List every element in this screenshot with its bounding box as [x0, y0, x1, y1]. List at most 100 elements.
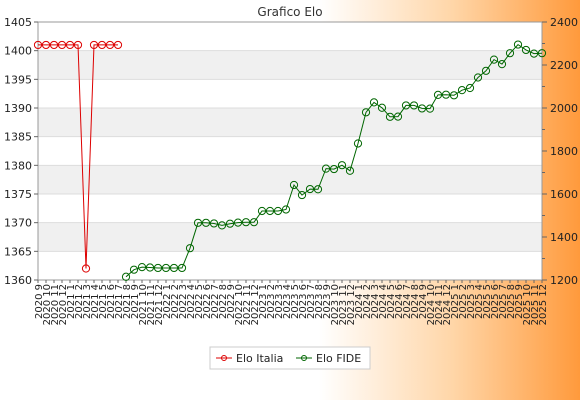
x-axis-tick-label: 2020 11 — [50, 284, 61, 325]
x-axis-tick-label: 2024 6 — [394, 284, 405, 319]
grid-band — [38, 22, 542, 51]
right-axis-tick-label: 1600 — [550, 188, 578, 201]
x-axis-tick-label: 2021 2 — [74, 284, 85, 319]
data-point-elo-fide — [497, 60, 507, 69]
data-point-elo-fide — [185, 244, 195, 253]
x-axis-tick-label: 2021 10 — [138, 284, 149, 325]
x-axis-tick-label: 2023 8 — [314, 284, 325, 319]
x-axis-tick-label: 2025 7 — [498, 284, 509, 319]
x-axis-tick-label: 2021 12 — [154, 284, 165, 325]
data-point-elo-fide — [193, 218, 203, 227]
x-axis-tick-label: 2024 2 — [362, 284, 373, 319]
x-axis-tick-label: 2021 3 — [82, 284, 93, 319]
data-point-elo-fide — [137, 263, 147, 272]
data-point-elo-fide — [129, 265, 139, 274]
x-axis-tick-label: 2025 2 — [458, 284, 469, 319]
legend-swatch-marker-elo-italia — [221, 355, 227, 361]
data-point-elo-italia — [33, 40, 43, 50]
x-axis-tick-label: 2022 12 — [250, 284, 261, 325]
legend-label-elo-italia: Elo Italia — [236, 352, 283, 365]
data-point-elo-italia — [97, 40, 107, 50]
x-axis-tick-label: 2025 6 — [490, 284, 501, 319]
left-axis-tick-label: 1380 — [4, 159, 32, 172]
data-point-elo-italia — [89, 40, 99, 50]
x-axis-tick-label: 2021 11 — [146, 284, 157, 325]
x-axis-tick-label: 2022 5 — [194, 284, 205, 319]
data-point-elo-italia — [41, 40, 51, 50]
chart-title: Grafico Elo — [257, 5, 322, 19]
data-point-elo-fide — [457, 86, 467, 95]
x-axis-tick-label: 2024 10 — [426, 284, 437, 325]
series-line-elo-fide — [125, 43, 543, 278]
right-axis-tick-label: 1800 — [550, 145, 578, 158]
series-line-elo-italia — [38, 44, 118, 269]
grid-band — [38, 108, 542, 137]
legend: Elo Italia Elo FIDE — [209, 346, 371, 370]
data-point-elo-italia — [81, 264, 91, 273]
data-point-elo-fide — [161, 263, 171, 273]
x-axis-tick-label: 2023 5 — [290, 284, 301, 319]
data-point-elo-fide — [241, 218, 251, 227]
left-axis-tick-label: 1405 — [4, 16, 32, 29]
left-axis-tick-label: 1385 — [4, 131, 32, 144]
data-point-elo-fide — [377, 103, 387, 112]
x-axis-tick-label: 2025 5 — [482, 284, 493, 319]
legend-box — [209, 346, 371, 370]
right-axis-tick-label: 2400 — [550, 16, 578, 29]
x-axis-tick-label: 2024 12 — [442, 284, 453, 325]
data-point-elo-italia — [49, 40, 59, 50]
data-point-elo-fide — [305, 184, 315, 194]
x-axis-tick-label: 2023 4 — [282, 284, 293, 319]
data-point-elo-fide — [537, 49, 547, 58]
data-point-elo-fide — [201, 218, 211, 227]
data-point-elo-fide — [417, 104, 427, 113]
data-point-elo-fide — [337, 161, 347, 170]
data-point-elo-italia — [113, 40, 123, 50]
data-point-elo-fide — [425, 104, 435, 113]
x-axis-tick-label: 2025 11 — [530, 284, 541, 325]
grid-band — [38, 136, 542, 166]
x-axis-tick-label: 2023 11 — [338, 284, 349, 325]
grid-band — [38, 50, 542, 80]
data-point-elo-italia — [73, 40, 83, 50]
data-point-elo-fide — [449, 91, 459, 100]
data-point-elo-fide — [361, 108, 371, 117]
x-axis-tick-label: 2022 3 — [178, 284, 189, 319]
data-point-elo-fide — [321, 164, 331, 173]
data-point-elo-fide — [521, 45, 531, 55]
x-axis-tick-label: 2022 4 — [186, 284, 197, 319]
x-axis-tick-label: 2023 10 — [330, 284, 341, 325]
data-point-elo-fide — [465, 83, 475, 93]
x-axis-tick-label: 2021 4 — [90, 284, 101, 319]
data-point-elo-italia — [105, 40, 115, 50]
x-axis-tick-label: 2022 1 — [162, 284, 173, 319]
grid-band — [38, 79, 542, 108]
x-axis-tick-label: 2024 11 — [434, 284, 445, 325]
x-axis-tick-label: 2024 4 — [378, 284, 389, 319]
x-axis-tick-label: 2022 10 — [234, 284, 245, 325]
data-point-elo-fide — [281, 205, 291, 214]
data-point-elo-fide — [217, 221, 227, 230]
data-point-elo-fide — [489, 55, 499, 64]
data-point-elo-fide — [225, 219, 235, 228]
grid-band — [38, 222, 542, 252]
x-axis-tick-label: 2022 2 — [170, 284, 181, 319]
data-point-elo-fide — [265, 206, 275, 216]
left-axis-tick-label: 1375 — [4, 188, 32, 201]
grid-band — [38, 251, 542, 280]
data-point-elo-fide — [529, 49, 539, 58]
data-point-elo-fide — [121, 272, 131, 281]
x-axis-tick-label: 2023 2 — [266, 284, 277, 319]
data-point-elo-italia — [65, 40, 75, 50]
data-point-elo-fide — [369, 98, 379, 107]
x-axis-tick-label: 2021 9 — [130, 284, 141, 319]
data-point-elo-fide — [481, 66, 491, 75]
data-point-elo-fide — [249, 218, 259, 227]
data-point-elo-fide — [401, 101, 411, 110]
left-axis-tick-label: 1400 — [4, 45, 32, 58]
data-point-elo-fide — [353, 139, 363, 148]
x-axis-tick-label: 2024 8 — [410, 284, 421, 319]
x-axis-tick-label: 2021 7 — [114, 284, 125, 319]
